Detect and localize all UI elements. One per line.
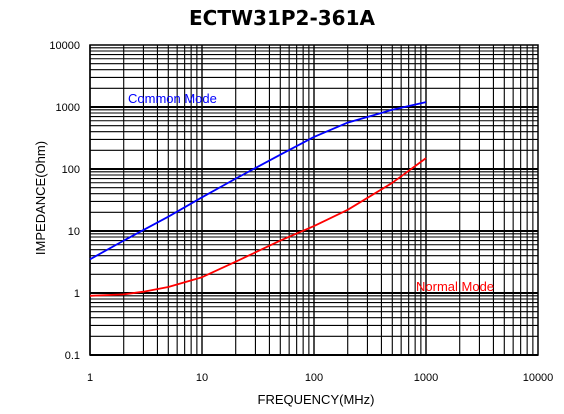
y-tick-label: 0.1 xyxy=(65,350,80,362)
series-group xyxy=(89,101,427,297)
y-tick-label: 100 xyxy=(62,164,80,176)
series-label-normal-mode: Normal Mode xyxy=(416,279,494,294)
x-axis-label: FREQUENCY(MHz) xyxy=(258,392,375,407)
y-axis-label: IMPEDANCE(Ohm) xyxy=(33,141,48,255)
series-label-common-mode: Common Mode xyxy=(128,91,217,106)
y-tick-label: 10000 xyxy=(49,40,80,52)
chart-title: ECTW31P2-361A xyxy=(189,6,375,30)
y-tick-label: 10 xyxy=(68,226,80,238)
y-tick-label: 1 xyxy=(74,288,80,300)
y-tick-label: 1000 xyxy=(56,102,80,114)
plot-frame xyxy=(89,44,539,356)
tick-labels: 1 10 100 1000 10000 0.1 1 10 100 1000 10000 xyxy=(49,40,553,384)
series-labels: Common Mode Normal Mode xyxy=(128,91,494,294)
x-tick-label: 10000 xyxy=(523,372,554,384)
x-tick-label: 1 xyxy=(87,372,93,384)
x-tick-label: 1000 xyxy=(414,372,438,384)
series-line-normal-mode xyxy=(89,157,427,297)
x-tick-label: 10 xyxy=(196,372,208,384)
series-line-common-mode xyxy=(89,101,427,261)
x-tick-label: 100 xyxy=(305,372,323,384)
grid xyxy=(89,44,539,356)
